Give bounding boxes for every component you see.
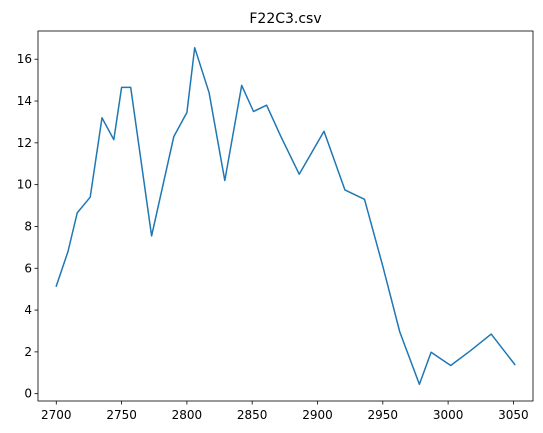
y-tick-label: 12: [17, 136, 32, 150]
y-tick-label: 16: [17, 52, 32, 66]
x-tick-label: 2800: [172, 408, 203, 422]
chart-title: F22C3.csv: [249, 11, 321, 27]
y-tick-label: 8: [24, 219, 32, 233]
axis-ticks: 2700 2750 2800 2850 2900 2950 3000 3050 0 2 4 6 8 10 1…: [17, 52, 529, 422]
y-tick-label: 0: [24, 387, 32, 401]
x-tick-label: 3050: [498, 408, 529, 422]
x-tick-label: 2850: [237, 408, 268, 422]
x-tick-label: 3000: [433, 408, 464, 422]
x-tick-label: 2750: [106, 408, 137, 422]
plot-series: [55, 46, 516, 386]
x-tick-label: 2900: [302, 408, 333, 422]
series-line: [55, 46, 516, 386]
y-tick-label: 14: [17, 94, 32, 108]
y-tick-label: 4: [24, 303, 32, 317]
axes-frame: [37, 30, 534, 402]
y-tick-label: 2: [24, 345, 32, 359]
x-tick-label: 2950: [368, 408, 399, 422]
y-tick-label: 10: [17, 178, 32, 192]
x-tick-label: 2700: [41, 408, 72, 422]
y-tick-label: 6: [24, 261, 32, 275]
